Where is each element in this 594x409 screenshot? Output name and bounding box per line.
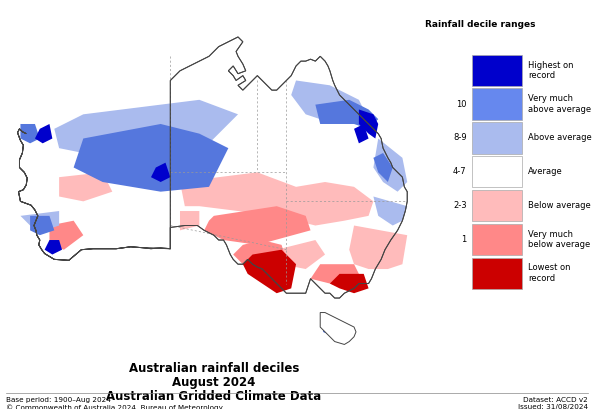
- Text: Very much
above average: Very much above average: [528, 94, 591, 114]
- Bar: [472, 224, 522, 255]
- Bar: [472, 122, 522, 153]
- Polygon shape: [45, 240, 62, 254]
- Polygon shape: [315, 100, 378, 129]
- Text: Base period: 1900–Aug 2024: Base period: 1900–Aug 2024: [6, 397, 111, 403]
- Polygon shape: [374, 139, 407, 192]
- Bar: [472, 258, 522, 289]
- Bar: [472, 88, 522, 120]
- Bar: [472, 190, 522, 221]
- Polygon shape: [20, 124, 40, 143]
- Polygon shape: [180, 172, 374, 225]
- Polygon shape: [320, 312, 356, 344]
- Text: 2-3: 2-3: [453, 201, 467, 210]
- Polygon shape: [54, 100, 238, 153]
- Polygon shape: [374, 196, 407, 225]
- Text: Above average: Above average: [528, 133, 592, 142]
- Text: 8-9: 8-9: [453, 133, 467, 142]
- Polygon shape: [59, 172, 112, 201]
- Polygon shape: [35, 124, 52, 143]
- Polygon shape: [151, 163, 170, 182]
- Text: August 2024: August 2024: [172, 376, 255, 389]
- Polygon shape: [330, 274, 368, 293]
- Text: Lowest on
record: Lowest on record: [528, 263, 571, 283]
- Polygon shape: [374, 153, 393, 182]
- Bar: [472, 156, 522, 187]
- Text: Below average: Below average: [528, 201, 591, 210]
- Bar: [472, 55, 522, 86]
- Text: 10: 10: [456, 99, 467, 109]
- Polygon shape: [323, 317, 345, 337]
- Text: Rainfall decile ranges: Rainfall decile ranges: [425, 20, 536, 29]
- Polygon shape: [20, 211, 59, 230]
- Polygon shape: [277, 240, 325, 269]
- Text: Highest on
record: Highest on record: [528, 61, 574, 80]
- Text: Dataset: ACCD v2: Dataset: ACCD v2: [523, 397, 588, 403]
- Polygon shape: [233, 240, 286, 274]
- Polygon shape: [291, 81, 364, 119]
- Polygon shape: [311, 264, 364, 288]
- Text: © Commonwealth of Australia 2024, Bureau of Meteorology: © Commonwealth of Australia 2024, Bureau…: [6, 404, 223, 409]
- Text: 4-7: 4-7: [453, 167, 467, 176]
- Polygon shape: [323, 317, 345, 337]
- Polygon shape: [30, 216, 54, 235]
- Polygon shape: [204, 206, 311, 245]
- Polygon shape: [243, 249, 296, 293]
- Polygon shape: [359, 110, 378, 139]
- Polygon shape: [74, 124, 228, 192]
- Polygon shape: [180, 211, 200, 230]
- Text: Australian Gridded Climate Data: Australian Gridded Climate Data: [106, 390, 321, 403]
- Polygon shape: [354, 124, 368, 143]
- Text: 1: 1: [462, 235, 467, 244]
- Text: Australian rainfall deciles: Australian rainfall deciles: [129, 362, 299, 375]
- Polygon shape: [49, 221, 83, 249]
- Polygon shape: [349, 225, 407, 269]
- Text: Average: Average: [528, 167, 563, 176]
- Text: Issued: 31/08/2024: Issued: 31/08/2024: [518, 404, 588, 409]
- Text: Very much
below average: Very much below average: [528, 230, 590, 249]
